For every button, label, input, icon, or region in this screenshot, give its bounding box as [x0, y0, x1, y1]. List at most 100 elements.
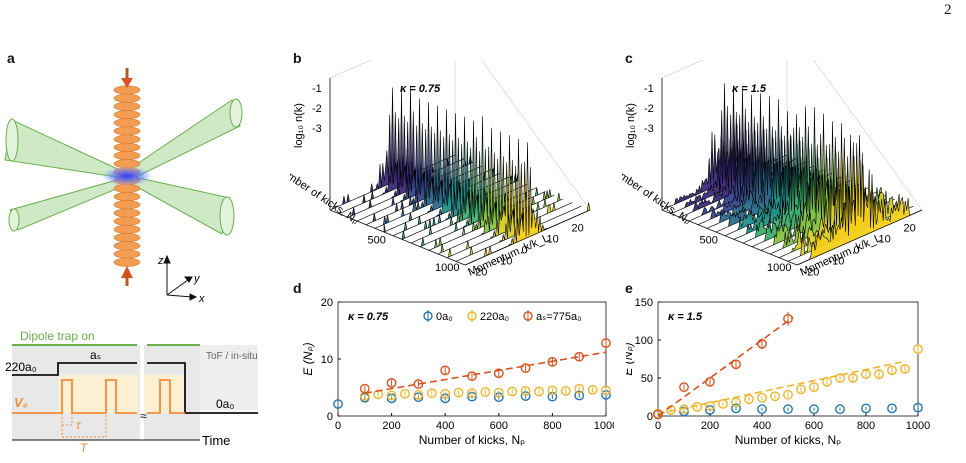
lattice-disc — [113, 110, 141, 120]
waterfall-plot-c: κ = 1.5 -1 -2 -3 log₁₀ n(k) 500 1000 Number of … — [622, 60, 923, 279]
z-axis-label: log₁₀ n(k) — [625, 103, 637, 148]
data-point — [783, 404, 793, 415]
time-sequence: Dipole trap on ToF / in-situ 220a₀ aₛ 0a… — [5, 329, 258, 455]
kicks-tick-label: 500 — [368, 235, 386, 247]
kicks-axis-label: Number of kicks, Nₚ — [622, 163, 693, 228]
data-point — [757, 392, 767, 403]
data-point — [887, 403, 897, 414]
x-tick-label: 400 — [753, 420, 771, 432]
spectrum-trace — [760, 113, 887, 251]
data-point — [560, 386, 571, 396]
momentum-axis-label: Momentum, k/k_L — [466, 232, 551, 279]
legend-label: aₛ=775a₀ — [536, 311, 582, 323]
data-point — [835, 373, 845, 383]
z-tick-label: -2 — [312, 103, 322, 115]
data-point — [731, 359, 741, 370]
data-point — [440, 388, 451, 399]
scattering-length-trace-2 — [147, 362, 258, 414]
data-point — [493, 368, 504, 379]
data-point — [757, 338, 767, 349]
data-point — [413, 379, 424, 389]
as-label: aₛ — [90, 348, 101, 362]
spectrum-trace — [796, 135, 923, 266]
data-point — [426, 388, 437, 399]
lattice-disc — [113, 118, 141, 128]
spectrum-trace — [464, 142, 591, 266]
x-tick-label: 0 — [335, 420, 341, 432]
momentum-tick-label: 0 — [522, 245, 528, 257]
x-tick-label: 400 — [436, 420, 454, 432]
legend-label: 0a₀ — [436, 311, 453, 323]
level-high-label: 220a₀ — [5, 360, 37, 374]
v0-label: V₀ — [14, 395, 28, 410]
data-point — [534, 386, 544, 397]
data-point — [333, 399, 343, 409]
period-label: T — [80, 441, 89, 455]
data-point — [861, 403, 871, 414]
z-tick-label: -3 — [312, 123, 322, 135]
arrow-bottom-icon — [121, 266, 133, 286]
data-point — [913, 344, 923, 355]
data-point — [731, 397, 741, 408]
panel-label-b: b — [293, 50, 302, 66]
momentum-tick-label: 20 — [572, 223, 584, 235]
data-point — [574, 351, 585, 362]
data-point — [520, 386, 531, 396]
panel-label-e: e — [625, 280, 633, 296]
y-tick-label: 50 — [641, 373, 653, 385]
data-point — [913, 402, 923, 413]
y-tick-label: 20 — [321, 297, 333, 309]
x-tick-label: 600 — [805, 420, 823, 432]
momentum-tick-label: 20 — [904, 223, 916, 235]
y-tick-label: 10 — [321, 354, 333, 366]
kicks-axis-label: Number of kicks, Nₚ — [290, 163, 361, 228]
panel-label-a: a — [7, 50, 15, 66]
kick-pulses-2 — [147, 379, 185, 414]
data-point — [900, 363, 910, 374]
momentum-tick-label: -10 — [497, 256, 513, 268]
lattice-disc — [113, 134, 141, 144]
spectrum-trace — [365, 102, 492, 226]
y-axis-label: E (Nₚ) — [301, 342, 315, 375]
kick-pulses — [12, 379, 137, 414]
data-point — [547, 385, 558, 396]
data-point — [874, 369, 884, 380]
tof-region — [200, 345, 258, 410]
kicks-tick-label: 1000 — [767, 262, 791, 274]
x-tick-label: 200 — [701, 420, 719, 432]
fit-line — [364, 351, 607, 394]
axis-break: ≈ — [140, 409, 147, 423]
data-point — [783, 313, 793, 324]
lattice-disc — [113, 101, 141, 111]
data-point — [493, 387, 504, 398]
waterfall-plot-b: κ = 0.75 -1 -2 -3 log₁₀ n(k) 500 1000 Number of… — [290, 60, 591, 279]
lattice-disc — [113, 249, 141, 259]
data-point — [744, 394, 754, 405]
kicks-tick-label: 1000 — [435, 262, 459, 274]
x-tick-label: 200 — [382, 420, 400, 432]
data-point — [887, 365, 897, 376]
data-point — [796, 384, 806, 395]
momentum-tick-label: 10 — [879, 234, 891, 246]
momentum-tick-label: 10 — [547, 234, 559, 246]
lattice-disc — [113, 224, 141, 234]
setup-illustration: z y x — [4, 68, 243, 305]
axes-triad — [163, 254, 198, 301]
data-point — [386, 390, 397, 401]
data-point — [359, 391, 370, 401]
data-point — [770, 391, 780, 402]
y-tick-label: 0 — [327, 411, 333, 423]
spectrum-trace — [347, 86, 474, 218]
data-point — [692, 401, 702, 412]
fit-line — [657, 360, 906, 415]
energy-plot-e: 0 200 400 600 800 1000 0 50 100 150 Number of kick… — [626, 297, 930, 447]
data-point — [520, 363, 531, 374]
data-point — [574, 383, 585, 394]
data-point — [480, 387, 491, 397]
lattice-disc — [113, 93, 141, 103]
lattice-disc — [113, 142, 141, 152]
x-tick-label: 1000 — [906, 420, 930, 432]
data-point — [822, 376, 832, 387]
lattice-disc — [113, 151, 141, 161]
data-point — [705, 401, 715, 412]
